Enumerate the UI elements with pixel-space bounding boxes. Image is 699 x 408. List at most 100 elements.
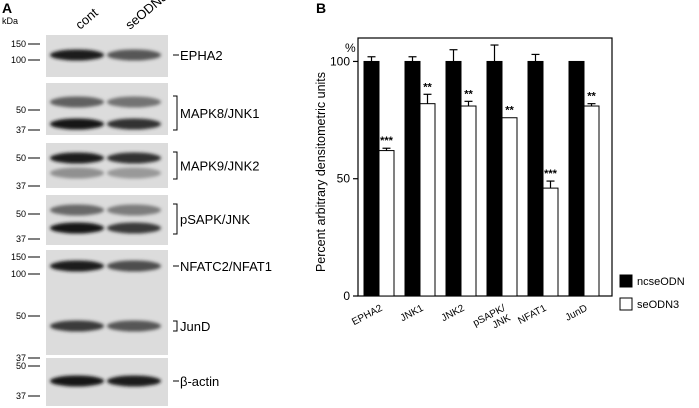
- mw-marker-label: 50: [16, 361, 26, 371]
- band-lane-1: [50, 375, 104, 387]
- band-lane-2: [107, 167, 161, 179]
- blot-mapk8-jnk1: 50 37 MAPK8/JNK1: [16, 83, 259, 135]
- mw-marker-label: 150: [11, 252, 26, 262]
- blot-nfatc2-nfat1: 150 100 NFATC2/NFAT1: [11, 250, 272, 292]
- mw-marker-label: 37: [16, 391, 26, 401]
- significance-mark: **: [464, 88, 473, 100]
- target-label: EPHA2: [180, 48, 223, 63]
- target-label: pSAPK/JNK: [180, 212, 250, 227]
- lane-labels: cont seODN3: [72, 0, 170, 32]
- band-lane-1: [50, 260, 104, 272]
- bracket: [173, 320, 178, 332]
- legend: ncseODN seODN3: [619, 274, 685, 311]
- bar-ncseodn-5: [568, 60, 585, 297]
- band-lane-1: [50, 167, 104, 179]
- x-tick-label-line: JunD: [564, 303, 590, 324]
- bar-chart: 050100***EPHA2**JNK1**JNK2**pSAPK/JNK***…: [330, 37, 613, 339]
- band-lane-1: [50, 96, 104, 108]
- bar-seodn3-4: [542, 187, 559, 297]
- band-lane-2: [107, 49, 161, 61]
- blot-psapk-jnk: 50 37 pSAPK/JNK: [16, 195, 250, 245]
- target-label: JunD: [180, 319, 210, 334]
- bar-seodn3-1: [419, 103, 436, 297]
- mw-marker-label: 100: [11, 269, 26, 279]
- legend-swatch-seodn3: [619, 297, 633, 311]
- target-label: β-actin: [180, 374, 219, 389]
- x-tick-label-line: JNK2: [440, 303, 467, 324]
- bar-ncseodn-0: [363, 60, 380, 297]
- bar-seodn3-0: [378, 150, 395, 297]
- band-lane-2: [107, 152, 161, 164]
- band-lane-2: [107, 320, 161, 332]
- x-tick-label: pSAPK/JNK: [471, 303, 513, 339]
- target-label: MAPK8/JNK1: [180, 106, 259, 121]
- target-label: NFATC2/NFAT1: [180, 259, 272, 274]
- band-lane-2: [107, 222, 161, 234]
- mw-marker-label: 150: [11, 39, 26, 49]
- mw-marker-label: 50: [16, 153, 26, 163]
- mw-marker-label: 37: [16, 125, 26, 135]
- mw-marker-label: 37: [16, 353, 26, 363]
- legend-label-seodn3: seODN3: [637, 299, 679, 311]
- bar-seodn3-2: [460, 105, 477, 297]
- bar-ncseodn-3: [486, 60, 503, 297]
- band-lane-1: [50, 152, 104, 164]
- bracket: [173, 203, 178, 235]
- legend-swatch-ncseodn: [619, 274, 633, 288]
- blot-jund: 50 37 JunD: [16, 290, 210, 363]
- bracket: [173, 95, 178, 131]
- blot-epha2: 150 100 EPHA2: [11, 35, 223, 77]
- panel-b-label: B: [316, 0, 326, 16]
- significance-mark: **: [587, 91, 596, 103]
- significance-mark: ***: [544, 168, 558, 180]
- y-tick-label: 50: [337, 172, 351, 186]
- bar-seodn3-5: [583, 105, 600, 297]
- blot-background: [46, 143, 168, 188]
- x-tick-label-line: JNK1: [399, 303, 426, 324]
- blot-background: [46, 195, 168, 245]
- blot-mapk9-jnk2: 50 37 MAPK9/JNK2: [16, 143, 259, 191]
- plot-frame: [357, 37, 613, 297]
- significance-mark: **: [505, 105, 514, 117]
- band-lane-1: [50, 222, 104, 234]
- mw-marker-label: 50: [16, 105, 26, 115]
- significance-mark: ***: [380, 135, 394, 147]
- band-lane-1: [50, 204, 104, 216]
- panel-a-label: A: [2, 0, 12, 16]
- band-lane-2: [107, 375, 161, 387]
- x-tick-label: JNK1: [399, 303, 426, 324]
- band-lane-2: [107, 118, 161, 130]
- bar-ncseodn-1: [404, 60, 421, 297]
- mw-marker-label: 100: [11, 55, 26, 65]
- lane-label-cont: cont: [72, 5, 101, 33]
- band-lane-1: [50, 118, 104, 130]
- band-lane-2: [107, 96, 161, 108]
- mw-marker-label: 37: [16, 234, 26, 244]
- mw-marker-label: 37: [16, 181, 26, 191]
- x-tick-label-line: NFAT1: [516, 303, 548, 327]
- band-lane-2: [107, 204, 161, 216]
- y-tick-label: 100: [330, 54, 350, 68]
- mw-marker-label: 50: [16, 311, 26, 321]
- bar-ncseodn-2: [445, 60, 462, 297]
- x-tick-label-line: EPHA2: [350, 303, 385, 328]
- bar-seodn3-3: [501, 117, 518, 297]
- kda-label: kDa: [2, 16, 18, 26]
- significance-mark: **: [423, 81, 432, 93]
- x-tick-label: JunD: [564, 303, 590, 324]
- blot--actin: 50 37 β-actin: [16, 358, 219, 406]
- blot-background: [46, 250, 168, 292]
- band-lane-1: [50, 49, 104, 61]
- y-unit: %: [345, 41, 356, 55]
- x-tick-label: NFAT1: [516, 303, 548, 327]
- x-tick-label: EPHA2: [350, 303, 385, 328]
- bar-ncseodn-4: [527, 60, 544, 297]
- mw-marker-label: 50: [16, 209, 26, 219]
- legend-label-ncseodn: ncseODN: [637, 276, 685, 288]
- x-tick-label: JNK2: [440, 303, 467, 324]
- lane-label-seodn3: seODN3: [122, 0, 170, 32]
- target-label: MAPK9/JNK2: [180, 159, 259, 174]
- bracket: [173, 151, 178, 180]
